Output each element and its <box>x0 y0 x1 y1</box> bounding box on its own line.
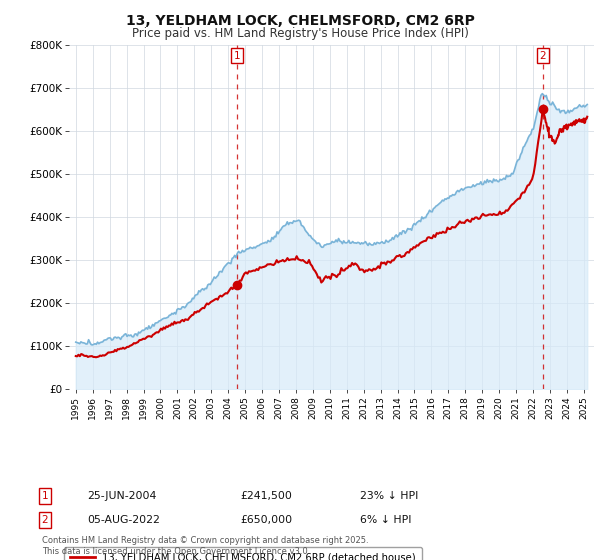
Text: 13, YELDHAM LOCK, CHELMSFORD, CM2 6RP: 13, YELDHAM LOCK, CHELMSFORD, CM2 6RP <box>125 14 475 28</box>
Text: Contains HM Land Registry data © Crown copyright and database right 2025.
This d: Contains HM Land Registry data © Crown c… <box>42 536 368 556</box>
Text: 6% ↓ HPI: 6% ↓ HPI <box>360 515 412 525</box>
Text: Price paid vs. HM Land Registry's House Price Index (HPI): Price paid vs. HM Land Registry's House … <box>131 27 469 40</box>
Text: 05-AUG-2022: 05-AUG-2022 <box>87 515 160 525</box>
Text: 2: 2 <box>539 50 546 60</box>
Text: 25-JUN-2004: 25-JUN-2004 <box>87 491 157 501</box>
Text: 2: 2 <box>41 515 49 525</box>
Text: £241,500: £241,500 <box>240 491 292 501</box>
Text: 1: 1 <box>233 50 240 60</box>
Text: 23% ↓ HPI: 23% ↓ HPI <box>360 491 418 501</box>
Text: 1: 1 <box>41 491 49 501</box>
Legend: 13, YELDHAM LOCK, CHELMSFORD, CM2 6RP (detached house), HPI: Average price, deta: 13, YELDHAM LOCK, CHELMSFORD, CM2 6RP (d… <box>64 547 422 560</box>
Text: £650,000: £650,000 <box>240 515 292 525</box>
